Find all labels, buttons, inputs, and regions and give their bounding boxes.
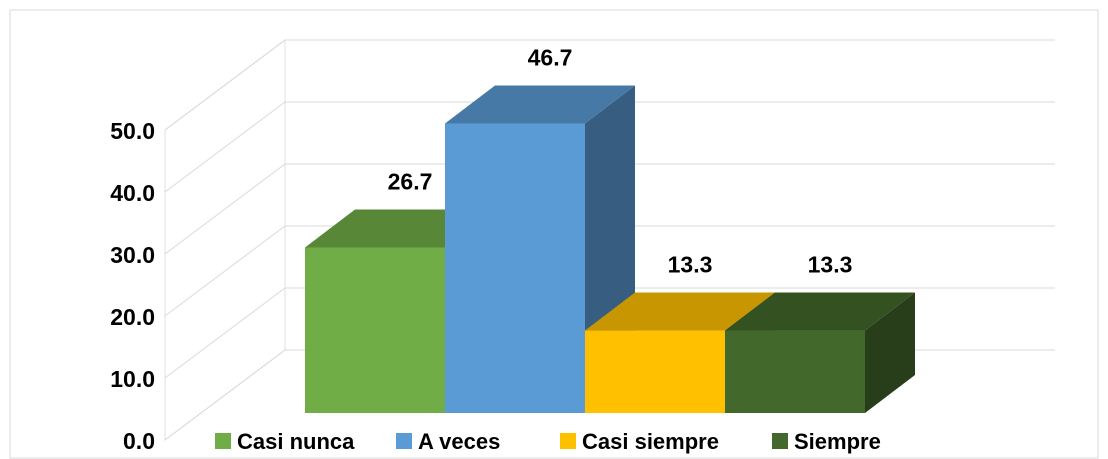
- grid-line: [164, 349, 286, 441]
- y-tick-label: 50.0: [110, 118, 155, 144]
- legend-label: Siempre: [794, 429, 881, 454]
- chart-frame: [9, 9, 1099, 459]
- bar-side: [865, 292, 915, 413]
- y-tick-label: 40.0: [110, 180, 155, 206]
- bar: [305, 247, 445, 413]
- bar: [725, 330, 865, 413]
- bar-top: [585, 292, 775, 331]
- bar-top: [445, 85, 635, 124]
- grid-line: [164, 287, 286, 379]
- y-tick-label: 30.0: [110, 242, 155, 268]
- y-tick-label: 10.0: [110, 366, 155, 392]
- legend-swatch: [772, 433, 788, 449]
- legend-label: A veces: [418, 429, 500, 454]
- legend-label: Casi nunca: [237, 429, 355, 454]
- value-label: 13.3: [808, 252, 853, 278]
- bar: [585, 330, 725, 413]
- legend-label: Casi siempre: [582, 429, 719, 454]
- grid-line: [164, 39, 286, 131]
- y-tick-label: 20.0: [110, 304, 155, 330]
- legend-swatch: [396, 433, 412, 449]
- legend-swatch: [215, 433, 231, 449]
- bar: [445, 123, 585, 414]
- value-label: 46.7: [528, 45, 573, 71]
- value-label: 26.7: [388, 169, 433, 195]
- legend-swatch: [560, 433, 576, 449]
- bar-top: [725, 292, 915, 331]
- y-tick-label: 0.0: [123, 428, 155, 454]
- grid-line: [164, 101, 286, 193]
- grid-line: [164, 163, 286, 255]
- grid-line: [164, 225, 286, 317]
- value-label: 13.3: [668, 252, 713, 278]
